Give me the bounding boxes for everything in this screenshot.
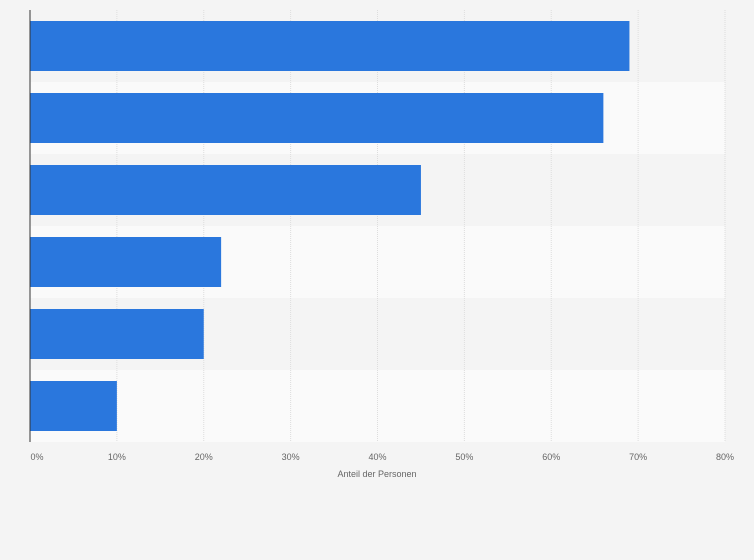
x-tick-label: 20%	[195, 452, 213, 462]
x-tick-labels: 0% 10% 20% 30% 40% 50% 60% 70% 80%	[30, 452, 734, 462]
x-tick-label: 60%	[542, 452, 560, 462]
x-tick-label: 50%	[455, 452, 473, 462]
bar[interactable]	[30, 237, 222, 287]
bar[interactable]	[30, 309, 204, 359]
x-tick-label: 10%	[108, 452, 126, 462]
x-tick-label: 30%	[282, 452, 300, 462]
x-tick-label: 80%	[716, 452, 734, 462]
bars	[30, 21, 630, 431]
x-tick-label: 40%	[368, 452, 386, 462]
bar[interactable]	[30, 21, 630, 71]
bar[interactable]	[30, 165, 421, 215]
x-tick-label: 0%	[30, 452, 43, 462]
gridlines	[116, 10, 726, 442]
x-axis-title: Anteil der Personen	[337, 469, 416, 479]
bar[interactable]	[30, 93, 604, 143]
bar[interactable]	[30, 381, 117, 431]
x-tick-label: 70%	[629, 452, 647, 462]
